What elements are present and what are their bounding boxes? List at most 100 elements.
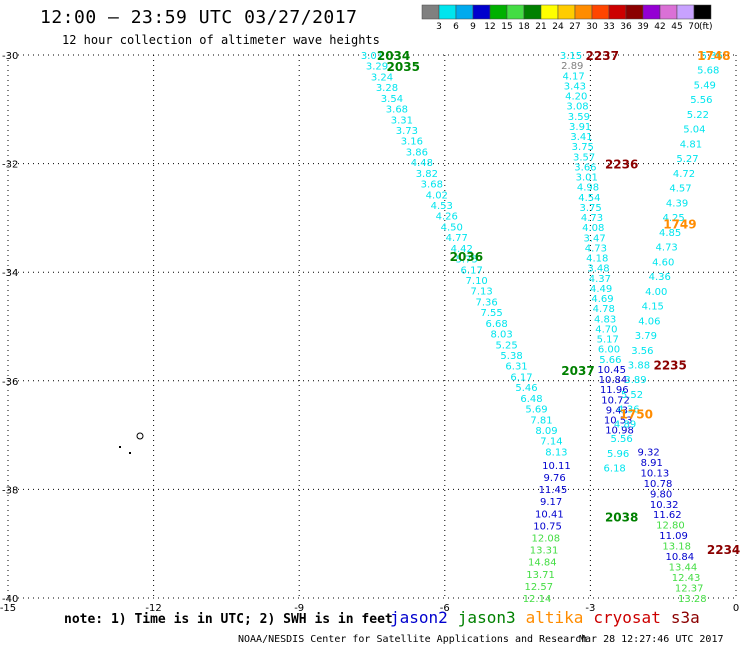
swh-value-jason3-south: 11.45 <box>539 485 568 496</box>
scale-swatch <box>676 4 695 20</box>
swh-value-cryosat: 10.32 <box>650 500 679 511</box>
scale-swatch <box>659 4 678 20</box>
swh-value-jason3-south: 12.57 <box>524 582 553 593</box>
swh-value-altika: 3.89 <box>624 375 646 386</box>
swh-value-s3a: 4.18 <box>586 254 608 265</box>
scale-tick-label: 30 <box>586 22 598 32</box>
swh-value-altika: 5.04 <box>683 125 705 136</box>
scale-swatch <box>506 4 525 20</box>
swh-value-s3a: 4.17 <box>562 71 584 82</box>
swh-value-s3a: 10.53 <box>604 416 633 427</box>
page-title: 12:00 — 23:59 UTC 03/27/2017 <box>40 7 358 28</box>
swh-value-cryosat: 12.80 <box>656 521 685 532</box>
swh-value-altika: 4.15 <box>642 302 664 313</box>
swh-value-jason3: 7.13 <box>471 287 493 298</box>
swh-value-cryosat: 10.78 <box>644 479 673 490</box>
pass-time-label: 2036 <box>450 250 483 264</box>
swh-value-s3a: 5.17 <box>597 335 619 346</box>
swh-value-jason3-south: 14.84 <box>528 558 557 569</box>
swh-value-altika: 5.68 <box>697 66 719 77</box>
swh-value-cryosat: 9.80 <box>650 489 672 500</box>
swh-value-jason3: 6.17 <box>510 372 532 383</box>
swh-value-altika: 5.49 <box>694 80 716 91</box>
swh-value-s3a: 4.83 <box>594 314 616 325</box>
swh-value-s3a: 3.15 <box>560 51 582 62</box>
swh-value-s3a: 4.37 <box>589 274 611 285</box>
swh-value-altika: 5.56 <box>610 434 632 445</box>
swh-value-s3a: 10.84 <box>599 375 628 386</box>
footer-note: note: 1) Time is in UTC; 2) SWH is in fe… <box>64 612 393 627</box>
swh-value-s3a: 3.75 <box>572 142 594 153</box>
swh-value-jason3: 3.24 <box>371 72 393 83</box>
scale-swatch <box>591 4 610 20</box>
swh-value-jason3: 5.69 <box>525 405 547 416</box>
swh-value-jason3: 7.10 <box>466 276 488 287</box>
pass-time-label: 2037 <box>561 364 594 378</box>
map-grid <box>7 54 737 599</box>
legend-s3a: s3a <box>670 608 700 627</box>
pass-time-label: 2237 <box>586 49 619 63</box>
pass-time-label: 2234 <box>707 543 740 557</box>
swh-value-jason3: 3.54 <box>381 94 403 105</box>
swh-value-s3a: 3.47 <box>583 233 605 244</box>
scale-swatch <box>523 4 542 20</box>
swh-value-jason3-south: 10.11 <box>542 461 571 472</box>
scale-unit-label: (ft) <box>699 22 713 32</box>
swh-value-altika: 4.89 <box>614 419 636 430</box>
satellite-tracks: 3.013.293.243.283.543.683.313.733.163.86… <box>361 51 723 605</box>
swh-value-s3a: 4.73 <box>585 243 607 254</box>
swh-value-jason3: 3.73 <box>396 126 418 137</box>
swh-value-s3a: 2.89 <box>561 61 583 72</box>
color-scale-bar: 3 6 9 12 15 18 21 24 27 30 33 36 39 42 45 70 (ft) <box>421 4 713 32</box>
swh-value-altika: 4.06 <box>638 316 660 327</box>
swh-value-altika: 4.72 <box>673 169 695 180</box>
swh-value-jason3: 8.13 <box>545 447 567 458</box>
swh-value-s3a: 4.54 <box>578 193 600 204</box>
credit-line: NOAA/NESDIS Center for Satellite Applica… <box>238 634 588 645</box>
swh-value-cryosat: 10.13 <box>641 468 670 479</box>
lon-tick-label: -12 <box>145 603 161 614</box>
swh-value-jason3: 3.01 <box>361 51 383 62</box>
lat-tick-label: -40 <box>2 594 18 605</box>
swh-value-s3a: 3.08 <box>566 102 588 113</box>
page-subtitle: 12 hour collection of altimeter wave hei… <box>62 33 380 47</box>
swh-value-jason3: 3.31 <box>391 115 413 126</box>
swh-value-jason3: 4.53 <box>431 201 453 212</box>
scale-swatch <box>472 4 491 20</box>
swh-value-s3a: 4.08 <box>582 223 604 234</box>
scale-swatch <box>438 4 457 20</box>
swh-value-jason3: 7.36 <box>476 297 498 308</box>
scale-swatch <box>608 4 627 20</box>
swh-value-s3a: 3.41 <box>570 132 592 143</box>
swh-value-s3a: 9.43 <box>606 405 628 416</box>
swh-value-jason3: 3.68 <box>386 105 408 116</box>
scale-tick-label: 27 <box>569 22 580 32</box>
swh-value-jason3: 6.68 <box>485 319 507 330</box>
swh-value-cryosat: 13.18 <box>662 542 691 553</box>
swh-value-altika: 3.88 <box>628 361 650 372</box>
swh-value-jason3: 3.29 <box>366 62 388 73</box>
swh-value-jason3: 3.16 <box>401 137 423 148</box>
pass-time-label: 1748 <box>697 49 730 63</box>
swh-value-s3a: 4.98 <box>577 183 599 194</box>
lon-tick-label: 0 <box>733 603 739 614</box>
swh-value-s3a: 11.96 <box>600 385 629 396</box>
lon-tick-label: -9 <box>294 603 304 614</box>
swh-value-altika: 5.56 <box>690 95 712 106</box>
swh-value-cryosat: 9.32 <box>638 447 660 458</box>
swh-value-s3a: 3.66 <box>574 162 596 173</box>
swh-value-jason3: 5.25 <box>495 340 517 351</box>
swh-value-jason3: 6.48 <box>520 394 542 405</box>
swh-value-altika: 4.60 <box>652 257 674 268</box>
swh-value-jason3: 4.26 <box>436 212 458 223</box>
island-outline <box>119 432 144 454</box>
scale-tick-label: 15 <box>501 22 512 32</box>
swh-value-cryosat: 13.44 <box>669 563 698 574</box>
swh-value-altika: 4.73 <box>656 243 678 254</box>
swh-value-altika: 4.39 <box>666 198 688 209</box>
lat-tick-label: -36 <box>2 377 18 388</box>
swh-value-jason3: 4.02 <box>426 190 448 201</box>
pass-time-label: 1750 <box>620 407 653 421</box>
swh-value-s3a: 3.75 <box>580 203 602 214</box>
lat-tick-label: -34 <box>2 268 18 279</box>
